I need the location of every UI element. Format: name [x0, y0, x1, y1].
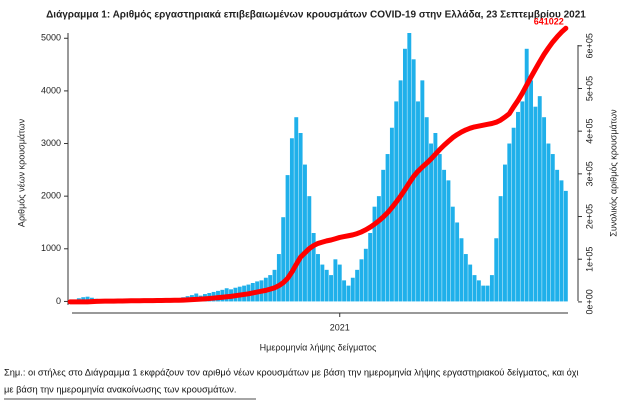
bar	[559, 180, 564, 302]
bar	[81, 297, 86, 302]
bar	[276, 254, 281, 302]
bar	[329, 275, 333, 302]
y2-tick-label: 1e+05	[584, 247, 594, 272]
bar	[403, 48, 407, 302]
bar	[316, 254, 320, 302]
note-line: Σημ.: οι στήλες στο Διάγραμμα 1 εκφράζου…	[4, 367, 579, 377]
bar	[494, 238, 499, 302]
x-axis-label: Ημερομηνία λήψης δείγματος	[260, 342, 377, 352]
bar	[355, 269, 360, 302]
y2-tick-label: 2e+05	[584, 204, 594, 229]
bar	[455, 222, 460, 302]
x-tick-label: 2021	[330, 322, 350, 332]
bar	[298, 133, 303, 302]
bar	[550, 154, 555, 302]
bar	[285, 175, 290, 302]
y2-tick-label: 6e+05	[584, 33, 594, 58]
annotation: 641022	[534, 17, 564, 27]
bar	[372, 206, 377, 302]
bar	[289, 138, 294, 302]
bar	[429, 143, 433, 302]
bar	[342, 280, 347, 302]
bar	[346, 285, 351, 302]
bar	[416, 101, 420, 302]
note-line: με βάση την ημερομηνία ανακοίνωσης των κ…	[4, 384, 236, 394]
y-tick-label: 5000	[41, 33, 61, 43]
y2-tick-label: 4e+05	[584, 119, 594, 144]
y-tick-label: 0	[56, 296, 61, 306]
bar	[381, 169, 386, 302]
bar	[524, 48, 529, 302]
bar	[385, 154, 390, 302]
bar	[420, 80, 425, 302]
bar	[407, 33, 412, 302]
y2-tick-label: 0e+00	[584, 289, 594, 314]
bar	[555, 169, 560, 302]
bar	[468, 264, 473, 302]
bar	[546, 143, 551, 302]
bar	[281, 217, 286, 302]
bar	[433, 133, 438, 302]
bar	[450, 206, 455, 302]
y2-axis-label: Συνολικός αριθμός κρουσμάτων	[608, 109, 618, 237]
y2-tick-label: 3e+05	[584, 161, 594, 186]
bar	[437, 154, 442, 302]
bar	[446, 180, 451, 302]
bar	[529, 80, 533, 302]
bar	[389, 127, 394, 302]
bar	[563, 190, 568, 302]
bar	[350, 277, 355, 302]
bar	[442, 169, 447, 302]
bar	[376, 196, 381, 302]
bar	[294, 117, 299, 302]
chart-title: Διάγραμμα 1: Αριθμός εργαστηριακά επιβεβ…	[46, 10, 586, 21]
bar	[459, 238, 464, 302]
bar	[368, 233, 373, 302]
bar	[520, 101, 525, 302]
bar	[359, 259, 364, 302]
y-axis-label: Αριθμός νέων κρουσμάτων	[16, 118, 26, 227]
bar	[320, 264, 325, 302]
bar	[503, 164, 507, 302]
bar	[424, 117, 429, 302]
y-tick-label: 4000	[41, 85, 61, 95]
y-tick-label: 1000	[41, 243, 61, 253]
bar	[472, 275, 477, 302]
bar	[516, 111, 520, 302]
bar	[85, 296, 90, 302]
bar	[324, 269, 329, 302]
y2-tick-label: 5e+05	[584, 76, 594, 101]
bar	[333, 259, 338, 302]
bar	[303, 164, 307, 302]
bar	[498, 196, 503, 302]
bar	[542, 117, 547, 302]
bar	[485, 285, 490, 302]
bar	[476, 280, 481, 302]
cumulative-line	[67, 25, 569, 305]
bar	[511, 127, 516, 302]
bar	[489, 275, 494, 302]
bar	[311, 233, 316, 302]
bar	[337, 264, 342, 302]
bar	[463, 254, 468, 302]
bar	[537, 96, 542, 302]
y-tick-label: 3000	[41, 138, 61, 148]
bar	[507, 143, 512, 302]
bar	[363, 248, 368, 302]
y-tick-label: 2000	[41, 191, 61, 201]
bar	[398, 80, 403, 302]
bar	[533, 106, 538, 302]
bar	[481, 285, 486, 302]
